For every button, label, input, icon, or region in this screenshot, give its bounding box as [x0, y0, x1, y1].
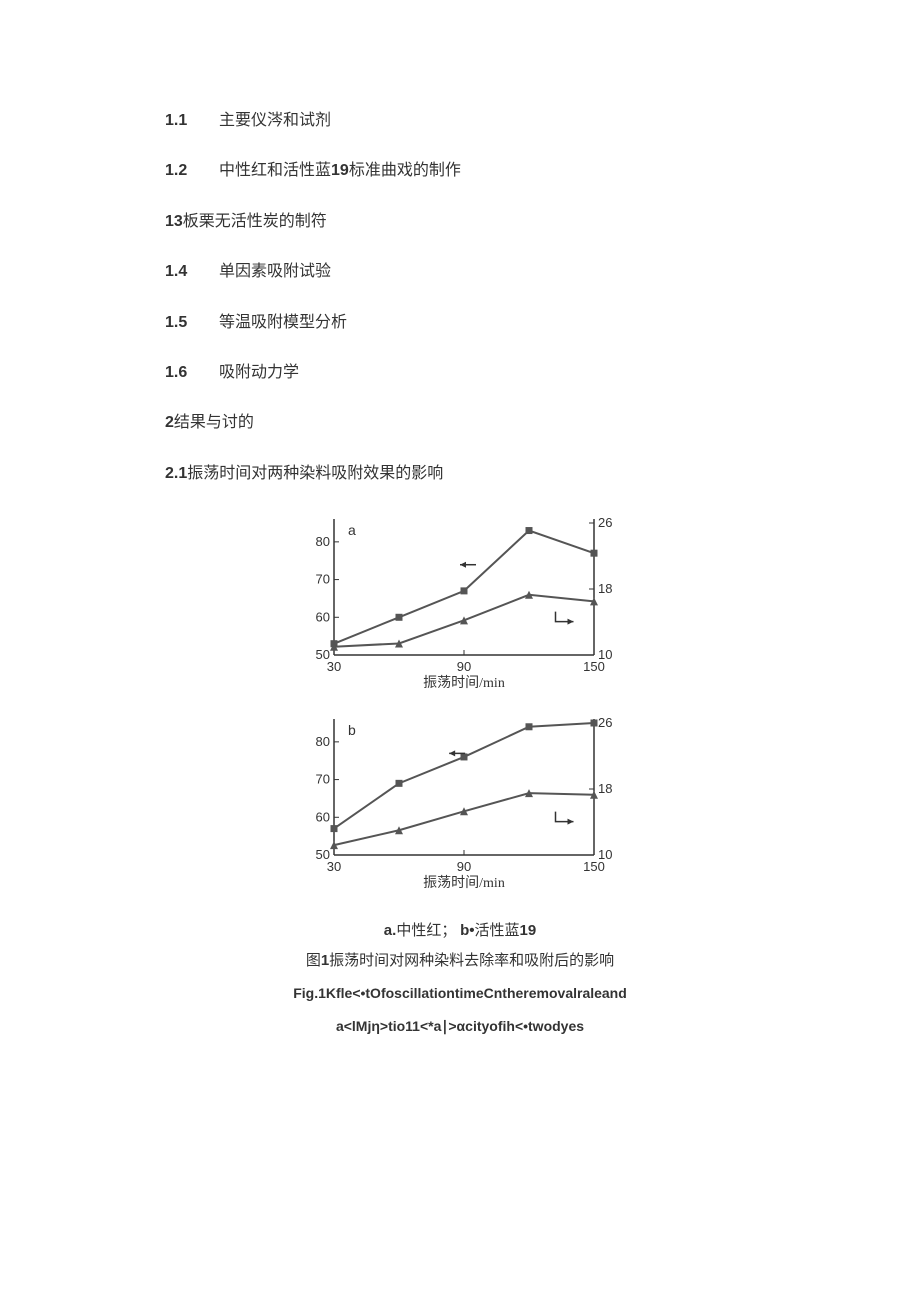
section-title: 中性红和活性蓝19标准曲戏的制作 — [219, 160, 461, 182]
section-1-5: 1.5 等温吸附模型分析 — [165, 312, 755, 334]
sub-b-label: b• — [460, 922, 474, 939]
section-num: 1.1 — [165, 110, 191, 132]
section-1-6: 1.6 吸附动力学 — [165, 362, 755, 384]
section-title: 结果与讨的 — [174, 412, 254, 434]
sub-a-text: 中性红； — [396, 923, 456, 939]
section-num: 1.6 — [165, 362, 191, 384]
sub-b-num: 19 — [520, 922, 537, 939]
fig-caption-en-2: a<lMjη>tio11<*a∣>αcityofih<•twodyes — [336, 1014, 584, 1039]
text-bold: 19 — [331, 162, 349, 179]
svg-text:90: 90 — [457, 859, 471, 874]
subcaption: a.中性红； b•活性蓝19 — [384, 919, 536, 943]
section-num: 13 — [165, 211, 183, 233]
section-1-3: 13板栗无活性炭的制符 — [165, 211, 755, 233]
section-1-2: 1.2 中性红和活性蓝19标准曲戏的制作 — [165, 160, 755, 182]
svg-text:70: 70 — [316, 772, 330, 787]
svg-text:a: a — [348, 522, 356, 538]
svg-text:振荡时间/min: 振荡时间/min — [423, 675, 505, 691]
sub-b-text: 活性蓝 — [475, 923, 520, 939]
fig-caption-en-1: Fig.1Kfle<•tOfoscillationtimeCntheremova… — [293, 981, 627, 1006]
section-1-1: 1.1 主要仪涔和试剂 — [165, 110, 755, 132]
svg-text:30: 30 — [327, 659, 341, 674]
chart-svg: 506070801018263090150振荡时间/mina5060708010… — [290, 513, 630, 913]
svg-text:26: 26 — [598, 515, 612, 530]
fig-num: 1 — [321, 952, 329, 969]
svg-text:150: 150 — [583, 859, 605, 874]
svg-text:30: 30 — [327, 859, 341, 874]
svg-text:18: 18 — [598, 581, 612, 596]
fig-caption-zh: 图1振荡时间对网种染料去除率和吸附后的影响 — [306, 949, 614, 973]
section-num: 1.2 — [165, 160, 191, 182]
section-title: 吸附动力学 — [219, 362, 299, 384]
svg-text:b: b — [348, 722, 356, 738]
fig-zh-b: 振荡时间对网种染料去除率和吸附后的影响 — [329, 953, 614, 969]
svg-text:18: 18 — [598, 781, 612, 796]
svg-text:90: 90 — [457, 659, 471, 674]
section-num: 2.1 — [165, 463, 187, 485]
section-title: 主要仪涔和试剂 — [219, 110, 331, 132]
svg-text:60: 60 — [316, 609, 330, 624]
section-2: 2结果与讨的 — [165, 412, 755, 434]
section-title: 板栗无活性炭的制符 — [183, 211, 327, 233]
section-num: 1.4 — [165, 261, 191, 283]
sub-a-label: a. — [384, 922, 397, 939]
svg-text:80: 80 — [316, 734, 330, 749]
section-title: 等温吸附模型分析 — [219, 312, 347, 334]
section-title: 单因素吸附试验 — [219, 261, 331, 283]
figure-1: 506070801018263090150振荡时间/mina5060708010… — [165, 513, 755, 1039]
svg-text:60: 60 — [316, 809, 330, 824]
section-1-4: 1.4 单因素吸附试验 — [165, 261, 755, 283]
text: 标准曲戏的制作 — [349, 162, 461, 179]
svg-text:150: 150 — [583, 659, 605, 674]
text: 中性红和活性蓝 — [219, 162, 331, 179]
section-title: 振荡时间对两种染料吸附效果的影响 — [187, 463, 443, 485]
svg-text:70: 70 — [316, 572, 330, 587]
section-num: 1.5 — [165, 312, 191, 334]
section-2-1: 2.1振荡时间对两种染料吸附效果的影响 — [165, 463, 755, 485]
fig-zh-a: 图 — [306, 953, 321, 969]
svg-text:振荡时间/min: 振荡时间/min — [423, 875, 505, 891]
section-num: 2 — [165, 412, 174, 434]
svg-text:26: 26 — [598, 715, 612, 730]
svg-text:80: 80 — [316, 534, 330, 549]
